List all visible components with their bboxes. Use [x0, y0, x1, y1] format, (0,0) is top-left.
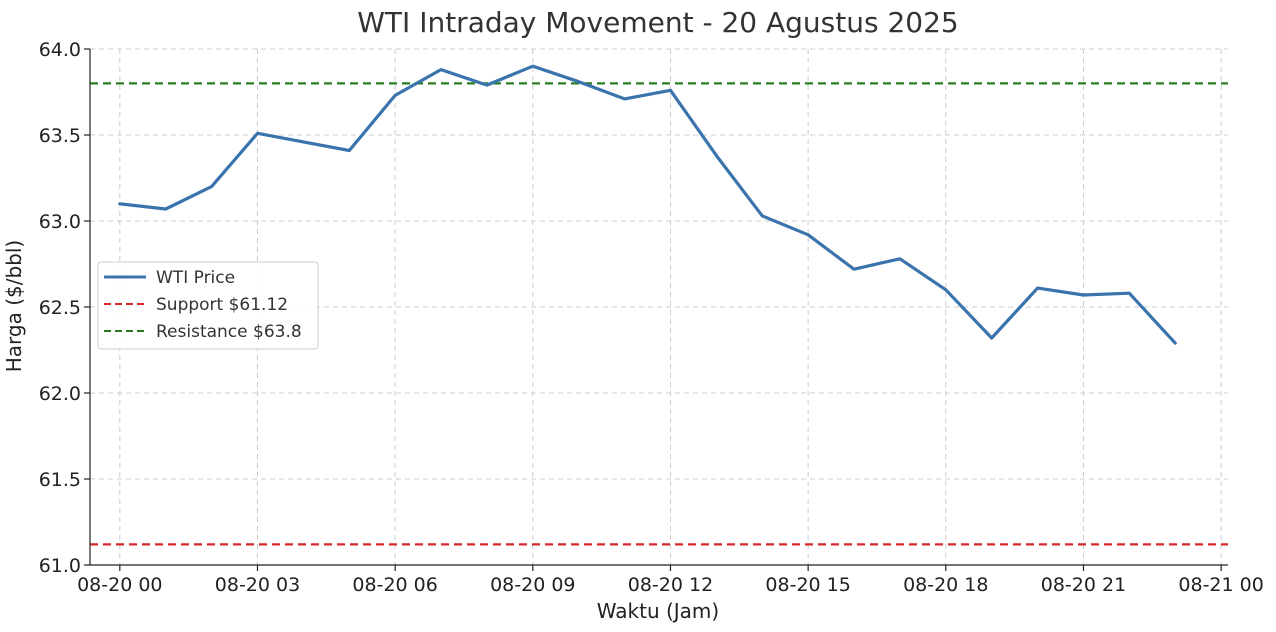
wti-price-point [761, 214, 764, 218]
y-axis-label: Harga ($/bbl) [2, 240, 26, 373]
legend-box [97, 261, 319, 350]
wti-price-point [439, 68, 443, 71]
x-tick-label: 08-20 12 [628, 574, 713, 596]
wti-price-line [118, 64, 1177, 345]
y-tick-label: 63.0 [39, 211, 81, 233]
wti-price-point [485, 83, 489, 87]
wti-price-point [1128, 292, 1131, 295]
y-tick-label: 62.0 [39, 383, 81, 405]
series-lines [118, 64, 1177, 345]
wti-price-point [806, 233, 810, 236]
wti-price-point [393, 94, 397, 97]
y-tick-label: 62.5 [39, 297, 81, 319]
y-tick-label: 61.5 [39, 469, 81, 491]
x-tick-label: 08-20 18 [903, 574, 988, 596]
x-tick-label: 08-20 09 [490, 574, 575, 596]
wti-price-point [669, 89, 672, 92]
y-ticks: 61.0 61.5 62.0 62.5 63.0 63.5 64.0 [39, 39, 90, 577]
wti-price-point [577, 80, 580, 83]
x-tick-label: 08-20 21 [1041, 574, 1126, 596]
wti-price-point [1174, 341, 1177, 345]
legend-label-resistance: Resistance $63.8 [156, 322, 302, 342]
wti-price-point [852, 267, 856, 271]
grid-lines [90, 48, 1228, 566]
y-tick-label: 64.0 [39, 39, 81, 61]
legend: WTI Price Support $61.12 Resistance $63.… [97, 261, 319, 350]
x-tick-label: 08-20 03 [215, 574, 300, 596]
wti-price-point [210, 185, 213, 188]
reference-lines [90, 82, 1228, 546]
wti-price-point [348, 149, 351, 152]
legend-label-wti-price: WTI Price [156, 268, 235, 288]
x-tick-label: 08-21 00 [1178, 574, 1263, 596]
wti-price-point [1036, 286, 1039, 290]
y-tick-label: 61.0 [39, 555, 81, 577]
x-tick-label: 08-20 15 [765, 574, 850, 596]
wti-price-point [715, 154, 718, 157]
x-tick-label: 08-20 00 [77, 574, 162, 596]
wti-price-point [898, 257, 902, 261]
x-tick-label: 08-20 06 [352, 574, 437, 596]
wti-price-point [256, 132, 259, 135]
x-ticks: 08-20 00 08-20 03 08-20 06 08-20 09 08-20 12… [77, 565, 1264, 596]
wti-price-point [531, 65, 535, 68]
wti-price-point [990, 336, 993, 340]
chart-title: WTI Intraday Movement - 20 Agustus 2025 [357, 6, 958, 39]
wti-price-point [118, 202, 122, 205]
wti-price-point [302, 140, 305, 144]
wti-price-point [164, 207, 167, 211]
y-tick-label: 63.5 [39, 125, 81, 147]
wti-price-point [623, 97, 626, 101]
x-axis-label: Waktu (Jam) [597, 599, 719, 623]
wti-price-point [944, 288, 947, 291]
wti-price-point [1082, 293, 1085, 297]
legend-label-support: Support $61.12 [156, 295, 288, 315]
